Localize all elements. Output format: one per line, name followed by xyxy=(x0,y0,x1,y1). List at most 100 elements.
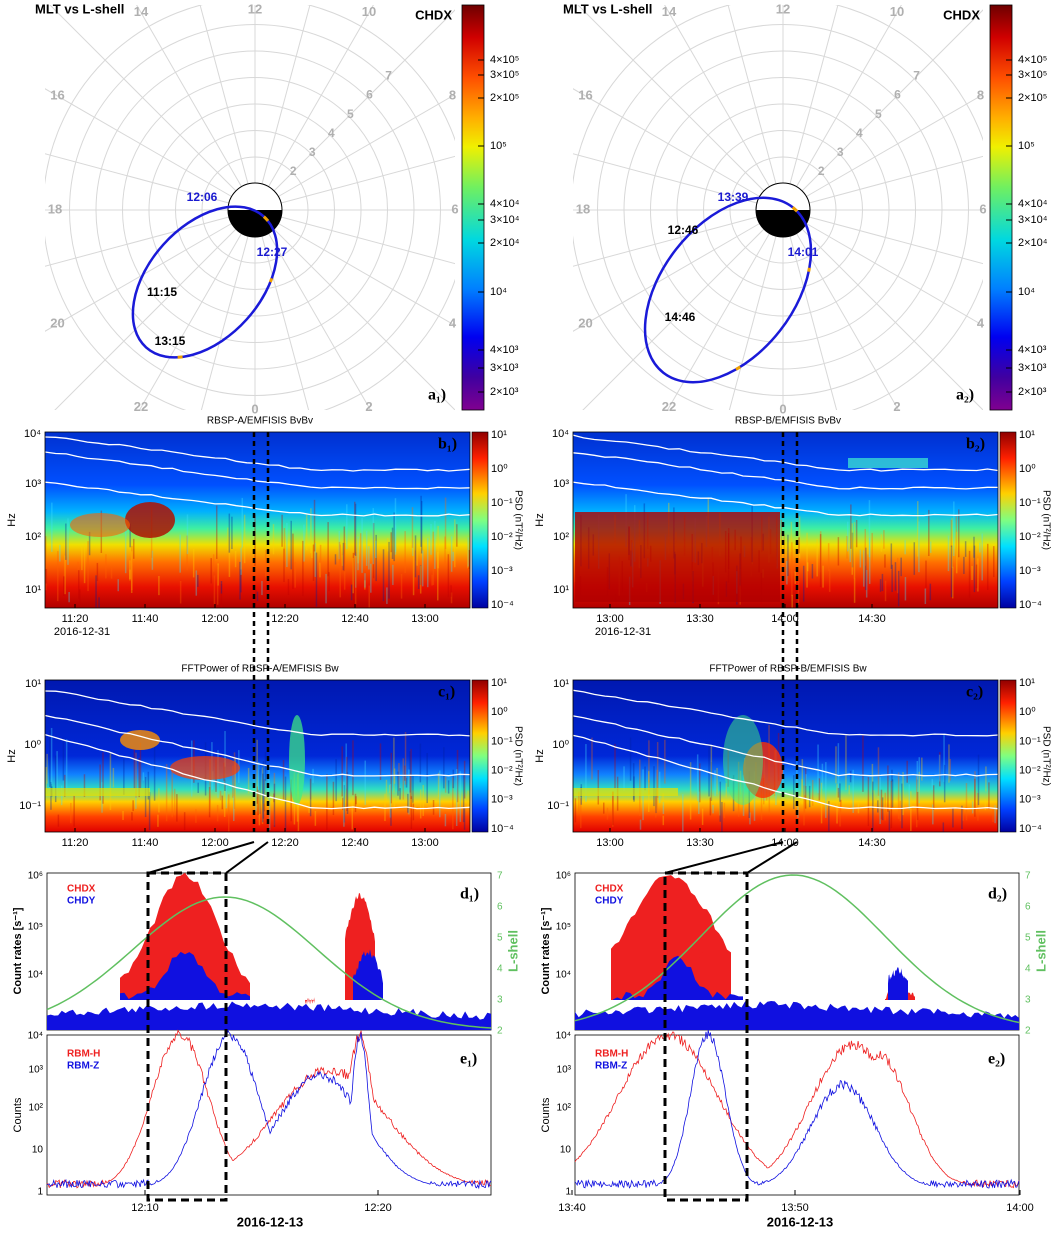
panel-label: b₂) xyxy=(966,436,985,453)
texture xyxy=(698,763,701,803)
texture xyxy=(404,732,407,785)
plot-frame xyxy=(574,1034,1020,1196)
spectrogram xyxy=(573,680,998,832)
texture xyxy=(977,793,979,821)
mlt-spoke xyxy=(666,233,770,410)
texture xyxy=(142,772,145,781)
colorbar-tick-label: 10⁴ xyxy=(490,286,507,298)
texture xyxy=(835,746,837,784)
texture xyxy=(862,734,864,792)
zoom-connector xyxy=(225,841,269,874)
texture xyxy=(157,814,159,827)
texture xyxy=(656,742,659,798)
texture xyxy=(653,766,655,807)
mlt-spoke xyxy=(577,5,765,192)
l-shell-label: 2 xyxy=(290,164,297,178)
texture xyxy=(153,746,156,801)
colorbar-label: PSD (nT²/Hz) xyxy=(512,726,523,786)
texture xyxy=(186,514,189,555)
texture xyxy=(223,773,226,817)
colorbar-tick-label: 4×10⁵ xyxy=(490,54,519,66)
gyro-line xyxy=(572,481,999,517)
mlt-label: 14 xyxy=(662,4,677,19)
texture xyxy=(385,779,388,802)
texture xyxy=(689,762,692,820)
texture xyxy=(393,737,395,793)
colorbar-tick-label: 10⁻⁴ xyxy=(491,823,514,835)
mlt-spoke xyxy=(573,153,758,204)
l-shell-label: 5 xyxy=(347,107,354,121)
mlt-spoke xyxy=(280,216,455,265)
mlt-spoke xyxy=(199,5,249,185)
texture xyxy=(437,552,439,601)
texture xyxy=(597,770,600,805)
texture xyxy=(924,588,927,604)
y2-tick-label: 7 xyxy=(497,871,503,882)
texture xyxy=(811,780,814,806)
texture xyxy=(364,580,366,590)
texture xyxy=(868,500,871,558)
y2-tick-label: 6 xyxy=(497,902,503,913)
polar-grid xyxy=(45,5,455,410)
texture xyxy=(444,813,447,827)
colorbar xyxy=(989,4,1013,411)
texture xyxy=(808,785,811,808)
texture xyxy=(918,521,920,573)
legend-label: CHDX xyxy=(67,884,96,895)
x-tick-label: 11:40 xyxy=(132,613,159,625)
y-tick-label: 10⁶ xyxy=(28,871,43,882)
texture xyxy=(412,790,414,804)
texture xyxy=(212,771,214,790)
colorbar-tick-label: 10⁻¹ xyxy=(491,497,513,509)
texture xyxy=(139,742,142,789)
texture xyxy=(135,752,137,798)
spectrogram xyxy=(45,680,470,832)
y-tick-label: 10⁶ xyxy=(556,871,571,882)
y-tick-label: 1 xyxy=(565,1187,571,1198)
texture xyxy=(414,535,417,578)
y-tick-label: 10³ xyxy=(553,478,569,490)
texture xyxy=(710,762,713,801)
mlt-spoke xyxy=(49,5,237,192)
texture xyxy=(444,536,446,565)
texture xyxy=(578,791,580,813)
y2-tick-label: 2 xyxy=(497,1026,503,1037)
texture xyxy=(821,763,824,789)
texture xyxy=(117,579,119,592)
texture xyxy=(447,554,450,598)
mlt-label: 18 xyxy=(48,201,62,216)
texture xyxy=(405,777,408,788)
texture xyxy=(709,797,712,816)
y2-tick-label: 3 xyxy=(497,995,503,1006)
texture xyxy=(994,805,996,824)
x-tick-label: 12:00 xyxy=(201,613,229,625)
texture xyxy=(786,560,788,585)
mlt-spoke xyxy=(261,235,310,410)
texture xyxy=(372,508,375,565)
x-tick-label: 14:00 xyxy=(771,613,799,625)
x-tick-label: 12:40 xyxy=(341,837,369,849)
colorbar-tick-label: 3×10⁴ xyxy=(1018,214,1048,226)
x-tick-label: 14:30 xyxy=(858,837,886,849)
plot-frame xyxy=(44,679,471,833)
texture xyxy=(591,737,593,780)
date-label: 2016-12-13 xyxy=(237,1214,304,1229)
earth-night xyxy=(228,210,282,237)
colorbar-tick-label: 10⁰ xyxy=(491,706,508,718)
texture xyxy=(173,788,176,816)
texture xyxy=(402,758,405,800)
texture xyxy=(804,766,807,809)
mlt-spoke xyxy=(45,88,232,197)
earth-night xyxy=(756,210,810,237)
texture xyxy=(359,533,362,566)
texture xyxy=(791,594,793,608)
texture xyxy=(819,531,822,573)
mlt-spoke xyxy=(796,233,900,410)
texture xyxy=(828,568,831,592)
texture xyxy=(877,747,880,796)
texture xyxy=(400,573,403,599)
mlt-label: 8 xyxy=(977,87,984,102)
texture xyxy=(51,502,53,552)
texture xyxy=(297,791,300,832)
texture xyxy=(364,760,366,805)
